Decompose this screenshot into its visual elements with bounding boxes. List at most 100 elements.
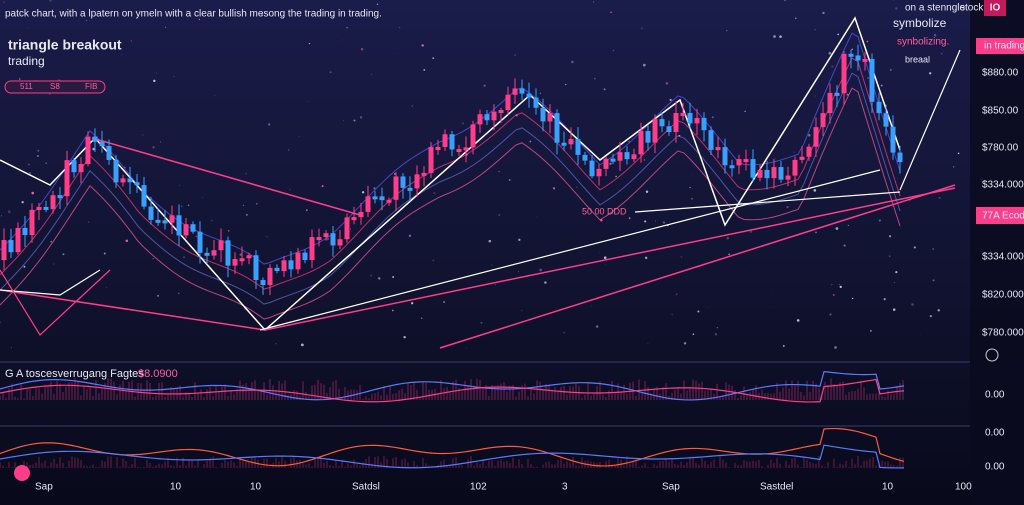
trend-line bbox=[259, 169, 881, 331]
star bbox=[595, 325, 599, 328]
candle-body bbox=[855, 55, 861, 61]
star bbox=[571, 60, 574, 64]
star bbox=[298, 136, 300, 138]
time-label: 10 bbox=[882, 482, 894, 493]
star bbox=[851, 48, 854, 51]
star bbox=[518, 238, 521, 242]
star bbox=[895, 270, 898, 274]
candle-body bbox=[645, 131, 651, 143]
star bbox=[846, 93, 849, 96]
star bbox=[466, 79, 467, 80]
star bbox=[289, 189, 291, 191]
price-label: $820.000 bbox=[982, 290, 1024, 301]
candle-body bbox=[78, 164, 84, 173]
star bbox=[888, 255, 891, 258]
oscillator bbox=[0, 378, 905, 403]
candle-body bbox=[792, 159, 798, 176]
star bbox=[227, 230, 230, 232]
star bbox=[62, 253, 65, 256]
star bbox=[644, 256, 648, 260]
candle-body bbox=[218, 240, 224, 251]
candle-body bbox=[414, 174, 420, 189]
star bbox=[29, 172, 31, 174]
axis-panel bbox=[970, 0, 1024, 505]
star bbox=[782, 344, 785, 347]
star bbox=[796, 319, 800, 322]
star bbox=[31, 59, 34, 62]
moving-average bbox=[0, 87, 901, 320]
candle-body bbox=[155, 219, 161, 223]
candle-body bbox=[519, 88, 525, 94]
candle-body bbox=[708, 130, 714, 150]
candle-body bbox=[673, 113, 679, 133]
star bbox=[42, 63, 45, 66]
star bbox=[19, 78, 21, 80]
candle-body bbox=[561, 142, 567, 146]
star bbox=[544, 281, 547, 284]
star bbox=[164, 26, 166, 28]
candle-body bbox=[246, 255, 252, 259]
star bbox=[125, 239, 129, 243]
star bbox=[521, 310, 523, 311]
candle-body bbox=[267, 267, 273, 285]
star bbox=[678, 60, 680, 62]
indicator-value: $8.0900 bbox=[138, 368, 178, 380]
star bbox=[342, 39, 344, 41]
button[interactable]: 511 bbox=[20, 82, 33, 91]
candle-body bbox=[204, 252, 210, 256]
star bbox=[929, 315, 932, 318]
button[interactable]: FIB bbox=[85, 82, 97, 91]
candle-body bbox=[869, 58, 875, 102]
candle-body bbox=[295, 252, 301, 270]
action-button[interactable] bbox=[14, 465, 30, 481]
star bbox=[31, 191, 35, 195]
star bbox=[539, 92, 541, 94]
star bbox=[360, 48, 364, 51]
candle-body bbox=[659, 119, 665, 127]
corner-text: symbolize bbox=[893, 16, 947, 30]
candle-body bbox=[239, 258, 245, 262]
star bbox=[421, 44, 424, 47]
star bbox=[198, 18, 201, 21]
star bbox=[329, 71, 332, 74]
star bbox=[603, 88, 606, 91]
star bbox=[593, 77, 596, 80]
star bbox=[675, 293, 678, 296]
star bbox=[275, 343, 277, 345]
candle-body bbox=[575, 139, 581, 155]
button[interactable]: S8 bbox=[50, 82, 60, 91]
trend-line bbox=[439, 184, 956, 349]
axis-icon[interactable] bbox=[985, 348, 999, 362]
star bbox=[913, 246, 916, 249]
star bbox=[256, 203, 258, 205]
star bbox=[707, 306, 708, 308]
candle-body bbox=[505, 94, 511, 111]
star bbox=[498, 213, 501, 216]
candle-body bbox=[274, 267, 280, 272]
star bbox=[242, 204, 245, 207]
candle-body bbox=[757, 169, 763, 178]
star bbox=[786, 205, 789, 209]
star bbox=[394, 53, 395, 55]
star bbox=[300, 343, 304, 347]
candle-body bbox=[750, 159, 756, 178]
candle-body bbox=[428, 147, 434, 173]
star bbox=[37, 149, 40, 152]
star bbox=[121, 53, 123, 55]
candle-body bbox=[372, 196, 378, 200]
star bbox=[106, 286, 107, 288]
button-bar[interactable] bbox=[4, 80, 106, 94]
time-label: Sap bbox=[35, 482, 53, 493]
star bbox=[214, 94, 216, 96]
star bbox=[321, 185, 324, 188]
star bbox=[420, 317, 423, 320]
candle-body bbox=[57, 195, 63, 199]
star bbox=[839, 284, 840, 286]
star bbox=[35, 47, 37, 48]
star bbox=[929, 72, 932, 75]
star bbox=[245, 173, 247, 175]
star bbox=[880, 84, 883, 87]
star bbox=[411, 105, 414, 107]
star bbox=[889, 68, 892, 71]
star bbox=[461, 122, 465, 125]
